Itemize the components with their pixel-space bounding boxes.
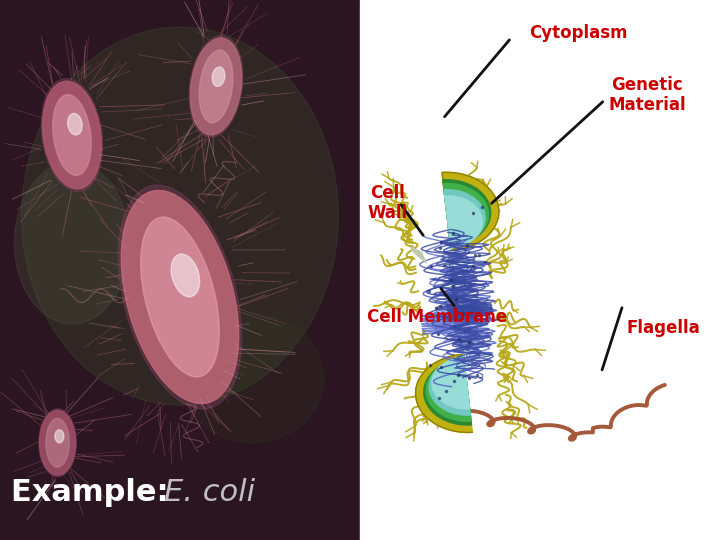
Ellipse shape (42, 81, 102, 189)
Text: Flagella: Flagella (626, 319, 700, 336)
Ellipse shape (41, 78, 103, 192)
Ellipse shape (68, 113, 82, 135)
Ellipse shape (40, 410, 76, 475)
Ellipse shape (121, 191, 239, 403)
Ellipse shape (39, 409, 76, 477)
Ellipse shape (212, 67, 225, 86)
Text: Cytoplasm: Cytoplasm (529, 24, 628, 42)
Polygon shape (426, 184, 488, 421)
Ellipse shape (189, 36, 243, 137)
Ellipse shape (55, 430, 64, 443)
Ellipse shape (180, 313, 324, 443)
Text: E. coli: E. coli (164, 477, 256, 507)
Text: Example:: Example: (11, 477, 179, 507)
Ellipse shape (171, 254, 199, 297)
Ellipse shape (118, 185, 242, 409)
Ellipse shape (14, 162, 130, 324)
Ellipse shape (46, 418, 69, 467)
Text: Cell
Wall: Cell Wall (367, 184, 408, 222)
Text: Cell Membrane: Cell Membrane (367, 308, 508, 326)
Bar (360, 0, 720, 540)
Bar (0, 0, 360, 540)
Polygon shape (410, 247, 426, 263)
Ellipse shape (190, 38, 242, 135)
Polygon shape (432, 196, 482, 409)
Ellipse shape (199, 50, 233, 123)
Polygon shape (429, 190, 485, 415)
Ellipse shape (53, 94, 91, 176)
Polygon shape (415, 172, 499, 433)
Text: Genetic
Material: Genetic Material (608, 76, 686, 114)
Polygon shape (424, 180, 490, 425)
Ellipse shape (22, 27, 338, 405)
Ellipse shape (140, 217, 220, 377)
